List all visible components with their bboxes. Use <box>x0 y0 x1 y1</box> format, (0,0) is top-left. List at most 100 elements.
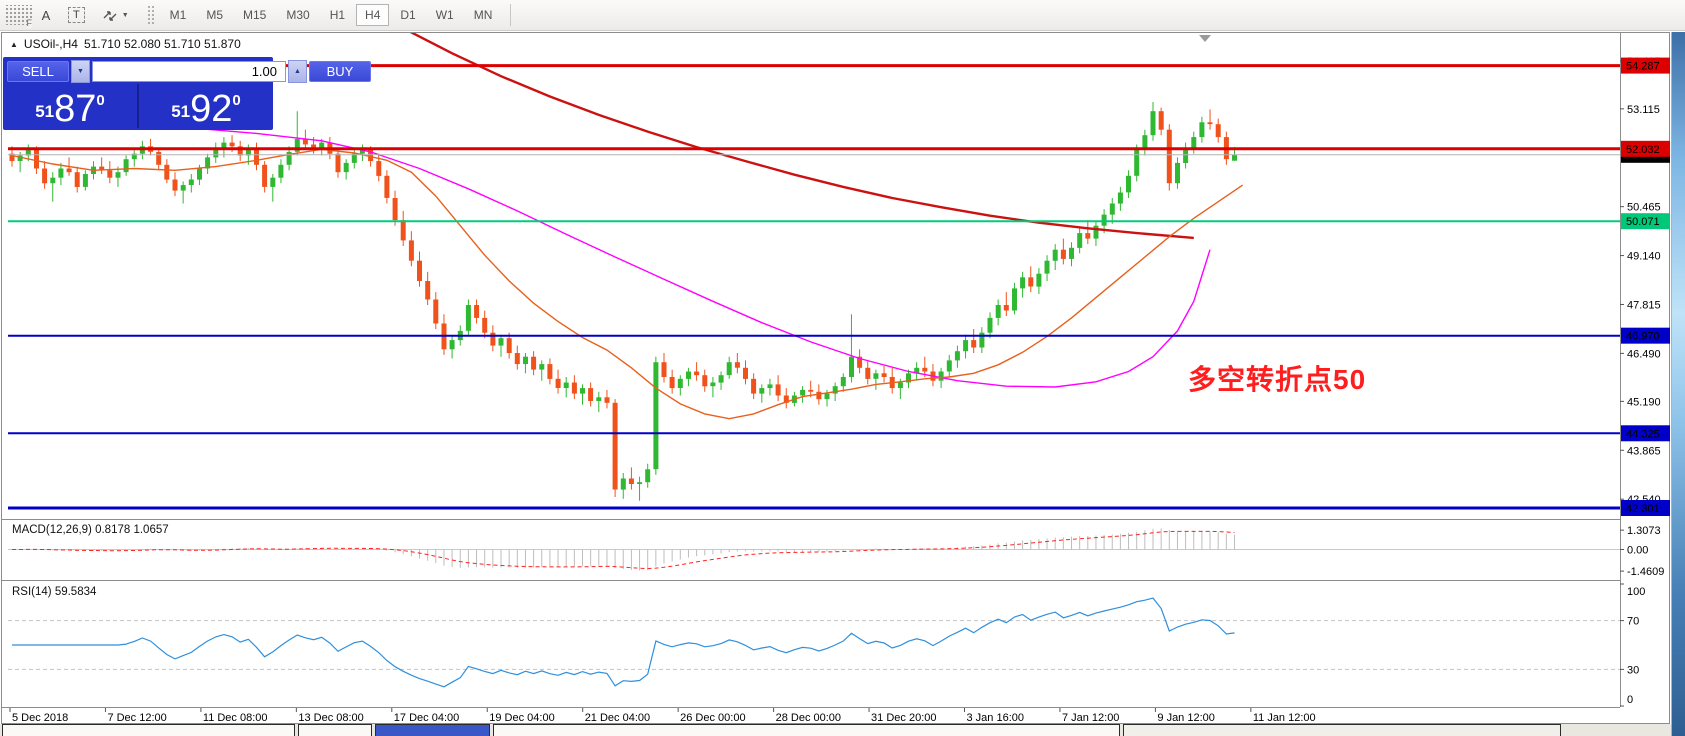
bottom-tab-3[interactable] <box>375 724 490 736</box>
svg-text:44.325: 44.325 <box>1626 428 1660 440</box>
chart-window-frame <box>1 32 1670 724</box>
timeframe-m1-button[interactable]: M1 <box>161 4 196 26</box>
timeframe-h4-button[interactable]: H4 <box>356 4 390 26</box>
svg-text:28 Dec 00:00: 28 Dec 00:00 <box>776 712 841 724</box>
toolbar-separator <box>510 4 512 26</box>
toolbar-drag-handle[interactable] <box>146 5 154 25</box>
buy-price[interactable]: 51 92 0 <box>139 84 273 128</box>
text-label-icon: T <box>68 7 85 23</box>
bottom-tab-strip <box>0 724 1685 736</box>
symbol-label: USOil-,H4 <box>23 37 78 51</box>
svg-text:0.00: 0.00 <box>1627 545 1648 557</box>
svg-text:45.190: 45.190 <box>1627 396 1661 408</box>
svg-text:52.032: 52.032 <box>1626 144 1660 156</box>
fast-ma-line <box>11 148 1244 420</box>
sell-price-prefix: 51 <box>35 102 55 121</box>
svg-text:31 Dec 20:00: 31 Dec 20:00 <box>871 712 936 724</box>
volume-input[interactable] <box>92 60 286 82</box>
svg-text:5 Dec 2018: 5 Dec 2018 <box>12 712 68 724</box>
svg-text:49.140: 49.140 <box>1627 251 1661 263</box>
candlestick-series[interactable] <box>9 17 1244 501</box>
svg-text:21 Dec 04:00: 21 Dec 04:00 <box>585 712 650 724</box>
svg-text:1.3073: 1.3073 <box>1627 525 1661 537</box>
sell-button[interactable]: SELL <box>7 60 69 82</box>
chart-text-annotation: 多空转折点50 <box>1188 364 1367 395</box>
svg-text:11 Jan 12:00: 11 Jan 12:00 <box>1253 712 1316 724</box>
svg-text:13 Dec 08:00: 13 Dec 08:00 <box>298 712 363 724</box>
svg-text:100: 100 <box>1627 586 1645 598</box>
bottom-tab-4[interactable] <box>493 724 1120 736</box>
svg-text:43.865: 43.865 <box>1627 445 1661 457</box>
svg-text:70: 70 <box>1627 616 1639 628</box>
volume-increase-button[interactable]: ▲ <box>288 59 307 83</box>
price-badge-50.071 <box>1621 213 1670 230</box>
bottom-tab-1[interactable] <box>2 724 295 736</box>
rsi-label: RSI(14) 59.5834 <box>12 586 97 598</box>
svg-text:47.815: 47.815 <box>1627 299 1661 311</box>
svg-text:7 Jan 12:00: 7 Jan 12:00 <box>1062 712 1120 724</box>
svg-text:7 Dec 12:00: 7 Dec 12:00 <box>107 712 166 724</box>
svg-text:30: 30 <box>1627 664 1639 676</box>
timeframe-toolbar: M1 M5 M15 M30 H1 H4 D1 W1 MN <box>160 4 503 26</box>
font-tool-button[interactable]: A <box>33 3 59 27</box>
svg-text:0: 0 <box>1627 694 1633 706</box>
timeframe-m15-button[interactable]: M15 <box>234 4 275 26</box>
arrows-icon <box>103 11 117 21</box>
bottom-tab-2[interactable] <box>298 724 372 736</box>
font-a-icon: A <box>41 7 51 23</box>
svg-text:9 Jan 12:00: 9 Jan 12:00 <box>1157 712 1215 724</box>
svg-text:50.071: 50.071 <box>1626 216 1660 228</box>
svg-text:54.287: 54.287 <box>1626 61 1660 73</box>
grid-f-icon[interactable]: F <box>4 5 32 28</box>
arrow-objects-button[interactable]: ▼ <box>94 3 136 27</box>
timeframe-m30-button[interactable]: M30 <box>277 4 318 26</box>
sell-price-sup: 0 <box>96 92 105 109</box>
mid-ma-line <box>11 117 1211 388</box>
buy-price-sup: 0 <box>232 92 241 109</box>
timeframe-mn-button[interactable]: MN <box>465 4 502 26</box>
text-label-tool-button[interactable]: T <box>61 3 92 27</box>
price-badge-44.325 <box>1621 425 1670 442</box>
slow-ma-line <box>409 33 1194 240</box>
svg-text:50.465: 50.465 <box>1627 202 1661 214</box>
svg-text:46.970: 46.970 <box>1626 331 1660 343</box>
price-divider <box>137 84 139 128</box>
vertical-scrollbar[interactable] <box>1671 32 1685 736</box>
buy-button[interactable]: BUY <box>309 60 371 82</box>
chart-shift-marker[interactable] <box>1199 35 1211 42</box>
ohlc-values: 51.710 52.080 51.710 51.870 <box>83 37 241 51</box>
bottom-tab-5[interactable] <box>1123 724 1561 736</box>
svg-text:19 Dec 04:00: 19 Dec 04:00 <box>489 712 554 724</box>
svg-text:53.115: 53.115 <box>1627 104 1660 116</box>
svg-text:-1.4609: -1.4609 <box>1627 566 1664 578</box>
chart-title: ▲ USOil-,H4 51.710 52.080 51.710 51.870 <box>10 37 241 51</box>
chevron-down-icon: ▼ <box>121 11 129 19</box>
buy-price-prefix: 51 <box>171 102 191 121</box>
svg-text:26 Dec 00:00: 26 Dec 00:00 <box>680 712 745 724</box>
svg-text:3 Jan 16:00: 3 Jan 16:00 <box>967 712 1025 724</box>
sell-price[interactable]: 51 87 0 <box>3 84 137 128</box>
svg-text:42.301: 42.301 <box>1626 503 1660 515</box>
svg-text:11 Dec 08:00: 11 Dec 08:00 <box>203 712 268 724</box>
macd-signal-line <box>12 530 1235 570</box>
volume-decrease-button[interactable]: ▼ <box>71 59 90 83</box>
timeframe-w1-button[interactable]: W1 <box>427 4 463 26</box>
price-badge-42.301 <box>1621 499 1670 516</box>
timeframe-m5-button[interactable]: M5 <box>197 4 232 26</box>
price-badge-54.287 <box>1621 57 1670 74</box>
price-axis: 54.41553.11550.46549.14047.81546.49045.1… <box>1620 56 1670 707</box>
rsi-line <box>12 597 1235 688</box>
buy-price-big: 92 <box>190 87 233 130</box>
macd-label: MACD(12,26,9) 0.8178 1.0657 <box>12 524 169 536</box>
timeframe-h1-button[interactable]: H1 <box>321 4 354 26</box>
toolbar: F A T ▼ M1 M5 M15 M30 H1 H4 D1 W1 MN <box>0 0 1685 31</box>
chart-plot-area[interactable] <box>8 33 1620 518</box>
price-badge-52.032 <box>1621 140 1670 157</box>
price-badge-46.970 <box>1621 327 1670 344</box>
svg-text:46.490: 46.490 <box>1627 348 1661 360</box>
collapse-arrow-icon[interactable]: ▲ <box>10 39 18 49</box>
timeframe-d1-button[interactable]: D1 <box>391 4 424 26</box>
svg-text:17 Dec 04:00: 17 Dec 04:00 <box>394 712 459 724</box>
